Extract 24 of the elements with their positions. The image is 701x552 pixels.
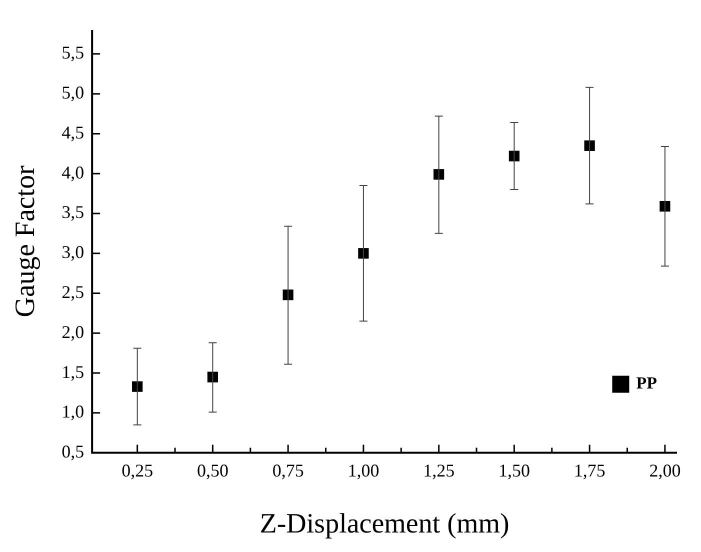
y-tick-label: 5,5 xyxy=(62,42,84,63)
y-tick-label: 4,0 xyxy=(62,162,84,182)
y-axis-title: Gauge Factor xyxy=(10,164,42,318)
y-tick-label: 0,5 xyxy=(62,442,84,462)
point xyxy=(207,372,218,382)
y-tick-label: 1,0 xyxy=(62,402,84,422)
y-tick-label: 2,5 xyxy=(62,282,84,302)
y-tick-label: 4,5 xyxy=(62,122,84,142)
x-axis-title: Z-Displacement (mm) xyxy=(260,508,510,540)
y-tick-label: 2,0 xyxy=(62,322,84,342)
x-tick-label: 1,25 xyxy=(423,460,455,480)
x-tick-label: 0,75 xyxy=(272,460,304,480)
x-tick-label: 1,00 xyxy=(348,460,380,480)
x-tick-label: 1,50 xyxy=(498,460,530,480)
x-tick-label: 0,50 xyxy=(196,460,228,480)
x-tick-label: 2,00 xyxy=(649,460,681,480)
x-tick-label: 1,75 xyxy=(574,460,606,480)
legend-label: PP xyxy=(636,374,658,393)
y-tick-label: 3,0 xyxy=(62,242,84,262)
x-tick-label: 0,25 xyxy=(122,460,154,480)
y-tick-label: 3,5 xyxy=(62,202,84,222)
y-tick-label: 5,0 xyxy=(62,82,84,103)
point xyxy=(508,150,520,162)
y-tick-label: 1,5 xyxy=(62,362,84,382)
